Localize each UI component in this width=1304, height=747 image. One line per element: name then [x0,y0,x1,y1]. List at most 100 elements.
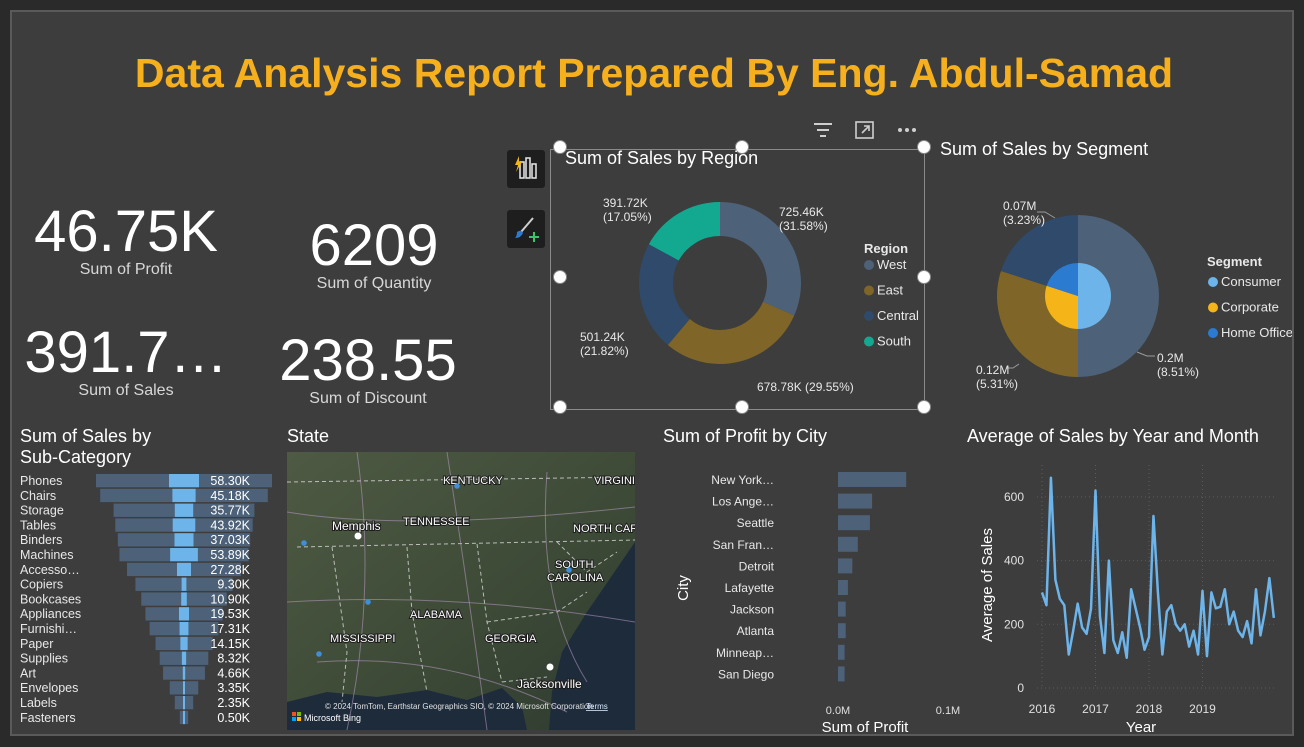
leader-line [1136,351,1155,357]
road [287,599,635,623]
subcat-profit-bar[interactable] [180,636,188,651]
legend-marker [864,285,874,296]
bing-logo [292,717,296,721]
subcat-category-label: Storage [20,504,64,518]
resize-handle[interactable] [553,140,567,154]
legend-item-east[interactable]: East [877,283,903,298]
kpi-profit-label: Sum of Profit [79,261,173,278]
city-bar[interactable] [838,558,853,574]
map-attribution: © 2024 TomTom, Earthstar Geographics SIO… [325,702,593,711]
subcat-profit-bar[interactable] [183,710,185,725]
subcat-profit-bar[interactable] [170,548,198,562]
city-bar[interactable] [838,623,846,639]
map-data-bubble[interactable] [316,651,322,657]
legend-item-corporate[interactable]: Corporate [1221,300,1279,315]
subcat-profit-bar[interactable] [176,562,192,577]
city-chart-title: Sum of Profit by City [663,426,828,446]
legend-item-west[interactable]: West [877,257,907,272]
legend-item-central[interactable]: Central [877,308,919,323]
kpi-sales-label: Sum of Sales [78,382,174,399]
road [316,660,568,713]
pie-data-label: (3.23%) [1003,213,1045,227]
pie-outer-slice[interactable] [1078,215,1159,377]
map-data-bubble[interactable] [365,599,371,605]
map-ocean [549,542,635,730]
road [287,506,635,522]
donut-slice-west[interactable] [720,202,801,316]
donut-slice-east[interactable] [667,301,795,364]
line-y-tick: 200 [1004,617,1024,631]
subcat-profit-bar[interactable] [172,518,196,532]
subcat-profit-bar[interactable] [169,474,199,488]
resize-handle[interactable] [917,400,931,414]
donut-data-label: 501.24K [580,330,625,344]
pie-inner-slice-home-office[interactable] [1046,263,1078,296]
city-bar[interactable] [838,601,846,617]
map-place-label: MISSISSIPPI [330,633,395,645]
subcat-profit-bar[interactable] [178,607,190,621]
subcat-profit-bar[interactable] [174,503,194,517]
legend-marker [864,260,874,270]
kpi-quantity-value: 6209 [309,213,439,278]
map-terms-link[interactable]: Terms [586,702,608,711]
map-title: State [287,426,330,446]
region-legend-title: Region [864,241,908,256]
city-bar[interactable] [838,666,845,682]
state-border [556,541,618,573]
pie-inner-slice-consumer[interactable] [1078,263,1111,329]
map-place-label: VIRGINI [594,475,635,487]
map-data-bubble[interactable] [301,540,307,546]
map-data-bubble[interactable] [566,567,572,573]
resize-handle[interactable] [553,400,567,414]
city-marker [546,663,554,671]
subcat-profit-bar[interactable] [183,681,185,695]
resize-handle[interactable] [735,140,749,154]
format-paint-button[interactable] [507,210,545,248]
city-bar[interactable] [838,580,848,595]
subcat-value-label: 17.31K [210,622,250,636]
state-border [287,476,635,483]
legend-item-south[interactable]: South [877,334,911,349]
subcat-profit-bar[interactable] [182,666,186,680]
sales-line[interactable] [1040,476,1276,659]
smart-narrative-button[interactable] [507,150,545,188]
line-x-tick: 2016 [1029,702,1056,716]
city-bar[interactable] [838,515,870,531]
donut-slice-central[interactable] [639,244,690,345]
more-options-button[interactable] [896,120,918,145]
subcat-profit-bar[interactable] [181,651,187,665]
donut-slice-south[interactable] [648,202,720,261]
road [346,452,366,730]
pie-inner-slice-corporate[interactable] [1045,285,1078,329]
subcat-profit-bar[interactable] [179,622,189,636]
subcat-profit-bar[interactable] [181,577,187,591]
subcat-title-line2: Sub-Category [20,447,132,467]
city-category-label: Jackson [730,603,774,617]
legend-item-consumer[interactable]: Consumer [1221,274,1282,289]
resize-handle[interactable] [553,270,567,284]
subcat-profit-bar[interactable] [183,696,185,710]
city-category-label: San Diego [718,667,774,681]
city-bar[interactable] [838,493,873,509]
focus-mode-button[interactable] [854,120,876,145]
resize-handle[interactable] [917,140,931,154]
city-bar[interactable] [838,536,858,552]
resize-handle[interactable] [917,270,931,284]
subcat-profit-bar[interactable] [174,533,194,547]
subcat-category-label: Binders [20,533,62,547]
state-map[interactable]: KENTUCKY VIRGINI TENNESSEE NORTH CAR Memphis… [287,452,635,730]
subcat-category-label: Accesso… [20,563,80,577]
city-bar[interactable] [838,472,907,487]
region-chart-title: Sum of Sales by Region [565,148,759,168]
segment-pie-chart: 0.2M(8.51%) 0.12M(5.31%) 0.07M(3.23%) Segme… [976,199,1292,391]
city-bar-chart: New York… Los Ange… Seattle San Fran… Detroi… [675,472,960,732]
map-data-bubble[interactable] [454,483,460,489]
subcat-profit-bar[interactable] [172,488,196,503]
subcat-profit-bar[interactable] [181,592,187,606]
resize-handle[interactable] [735,400,749,414]
filter-button[interactable] [812,120,834,145]
segment-chart-title: Sum of Sales by Segment [940,139,1149,159]
focus-mode-icon [855,121,874,139]
legend-item-home-office[interactable]: Home Office [1221,325,1292,340]
city-bar[interactable] [838,644,845,660]
